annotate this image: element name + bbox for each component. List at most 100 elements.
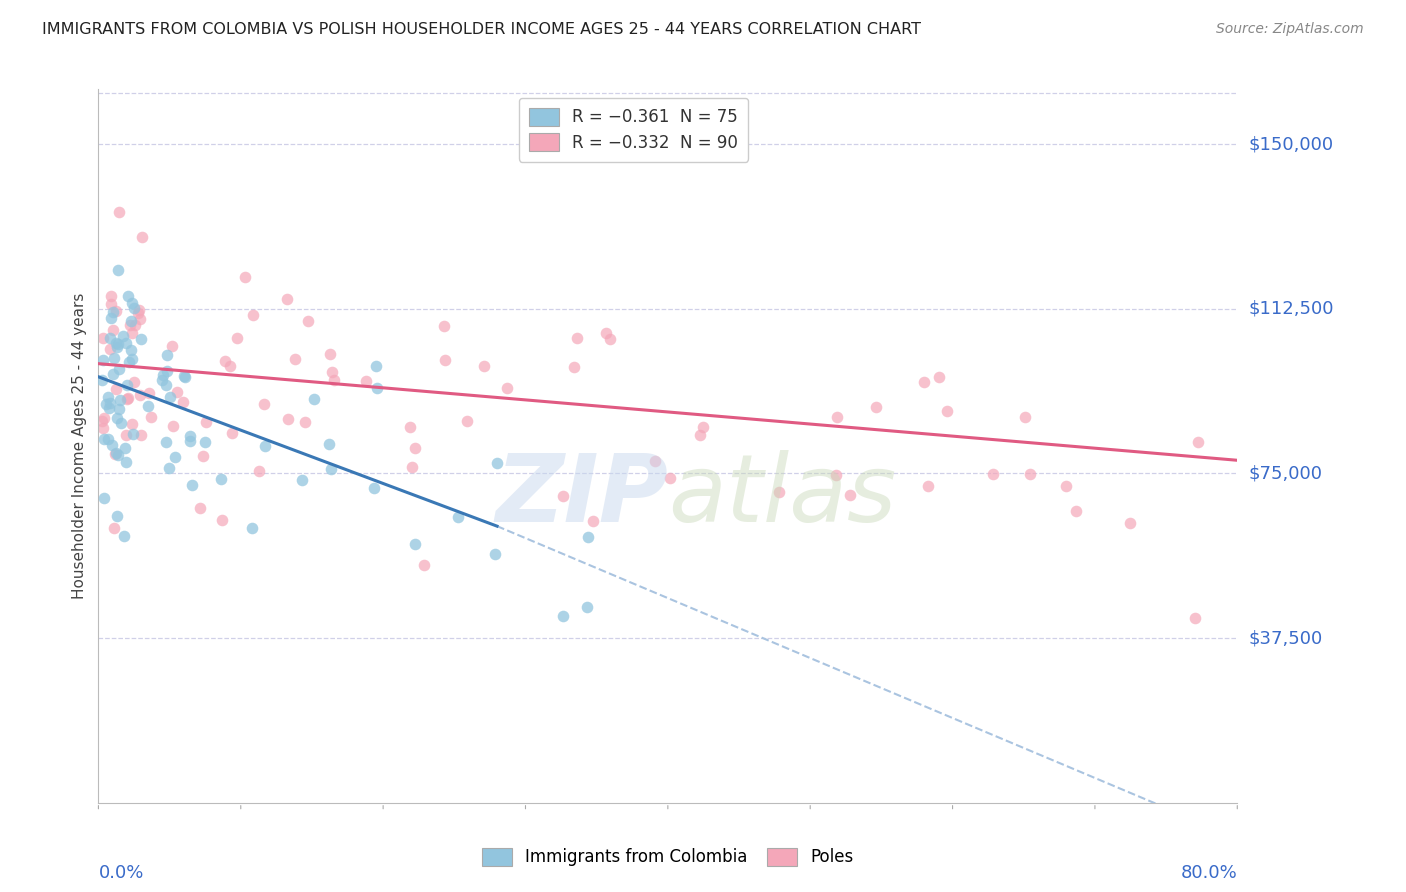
Point (107, 336, 129, 351)
Point (582, 514, 605, 528)
Point (136, 399, 159, 413)
Point (110, 416, 132, 430)
Point (456, 414, 478, 428)
Point (127, 306, 149, 320)
Point (194, 435, 217, 450)
Point (1184, 611, 1206, 625)
Legend: Immigrants from Colombia, Poles: Immigrants from Colombia, Poles (475, 841, 860, 873)
Point (595, 326, 617, 341)
Point (562, 360, 585, 375)
Point (118, 355, 141, 369)
Point (599, 332, 621, 346)
Point (565, 331, 588, 345)
Point (912, 375, 935, 389)
Point (104, 447, 127, 461)
Text: $150,000: $150,000 (1249, 135, 1334, 153)
Point (121, 352, 143, 367)
Point (839, 487, 862, 501)
Point (105, 336, 128, 351)
Point (172, 394, 194, 409)
Point (100, 289, 122, 303)
Point (100, 310, 122, 325)
Point (484, 547, 506, 561)
Point (118, 318, 141, 333)
Point (209, 472, 232, 486)
Point (195, 415, 218, 429)
Point (105, 509, 128, 524)
Point (917, 479, 939, 493)
Point (159, 461, 181, 475)
Text: 80.0%: 80.0% (1181, 864, 1237, 882)
Point (129, 428, 152, 442)
Point (221, 425, 243, 440)
Point (1187, 434, 1209, 449)
Point (252, 397, 274, 411)
Point (94, 397, 117, 411)
Point (1119, 516, 1142, 531)
Point (115, 336, 138, 351)
Point (152, 368, 174, 382)
Text: IMMIGRANTS FROM COLOMBIA VS POLISH HOUSEHOLDER INCOME AGES 25 - 44 YEARS CORRELA: IMMIGRANTS FROM COLOMBIA VS POLISH HOUSE… (42, 22, 921, 37)
Point (398, 420, 420, 434)
Point (644, 454, 666, 468)
Point (103, 521, 125, 535)
Text: 0.0%: 0.0% (98, 864, 143, 882)
Point (553, 489, 575, 503)
Point (247, 464, 270, 478)
Point (112, 528, 135, 542)
Point (865, 401, 887, 415)
Point (486, 457, 509, 471)
Point (277, 412, 299, 426)
Point (689, 428, 711, 442)
Point (98, 342, 121, 356)
Point (1014, 409, 1036, 424)
Point (114, 442, 136, 456)
Point (302, 392, 325, 407)
Point (100, 297, 122, 311)
Point (105, 340, 128, 354)
Point (101, 323, 124, 337)
Point (103, 368, 125, 382)
Point (294, 415, 316, 429)
Point (575, 599, 598, 614)
Point (404, 441, 426, 455)
Point (108, 361, 131, 376)
Point (242, 521, 264, 535)
Point (173, 369, 195, 384)
Point (291, 473, 314, 487)
Point (121, 296, 143, 310)
Point (139, 410, 162, 425)
Point (401, 459, 423, 474)
Point (162, 418, 184, 433)
Point (124, 318, 146, 332)
Point (93, 411, 115, 425)
Point (115, 455, 138, 469)
Point (91, 374, 114, 388)
Point (117, 392, 139, 406)
Point (107, 263, 129, 277)
Point (233, 270, 256, 285)
Point (105, 410, 128, 425)
Point (108, 205, 131, 219)
Point (211, 512, 233, 526)
Text: $37,500: $37,500 (1249, 629, 1323, 647)
Point (155, 435, 177, 450)
Point (97, 401, 120, 415)
Point (225, 331, 247, 345)
Point (413, 558, 436, 572)
Point (128, 303, 150, 318)
Point (825, 468, 848, 483)
Point (103, 351, 125, 365)
Text: ZIP: ZIP (495, 450, 668, 542)
Point (138, 386, 160, 401)
Point (129, 312, 152, 326)
Point (1054, 479, 1077, 493)
Point (120, 314, 142, 328)
Text: $75,000: $75,000 (1249, 465, 1323, 483)
Point (283, 351, 305, 366)
Point (825, 410, 848, 425)
Point (131, 230, 153, 244)
Point (90, 414, 112, 428)
Point (156, 348, 179, 362)
Point (114, 428, 136, 442)
